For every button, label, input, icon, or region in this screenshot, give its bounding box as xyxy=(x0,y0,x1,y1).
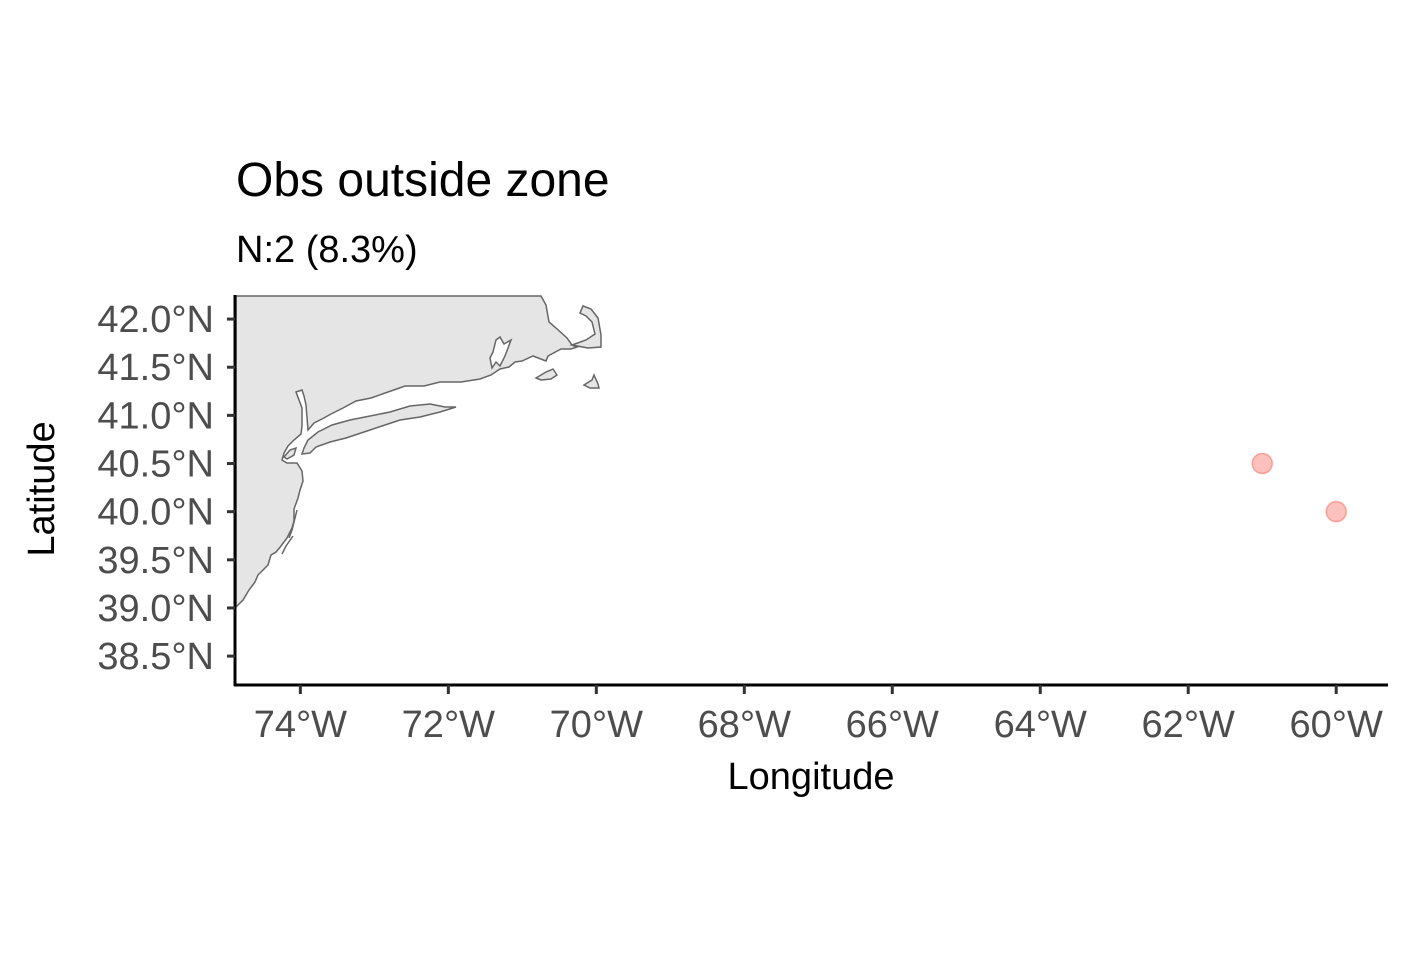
y-tick-label: 41.5°N xyxy=(97,347,214,389)
y-tick-label: 39.5°N xyxy=(97,540,214,582)
x-tick-label: 70°W xyxy=(550,704,643,746)
land-mainland xyxy=(235,295,580,609)
y-tick-label: 38.5°N xyxy=(97,636,214,678)
y-axis-ticks: 42.0°N 41.5°N 41.0°N 40.5°N 40.0°N 39.5°N 39.0… xyxy=(97,299,235,678)
y-tick-label: 39.0°N xyxy=(97,588,214,630)
x-tick-label: 66°W xyxy=(846,704,939,746)
land-long-island xyxy=(300,403,457,455)
y-tick-label: 42.0°N xyxy=(97,299,214,341)
land-staten-island xyxy=(282,446,298,460)
x-axis-ticks: 74°W 72°W 70°W 68°W 66°W 64°W 62°W 60°W xyxy=(254,685,1383,746)
land-nj-barrier-2 xyxy=(281,535,294,555)
x-axis-title: Longitude xyxy=(728,756,895,798)
chart-subtitle: N:2 (8.3%) xyxy=(236,229,418,271)
x-tick-label: 68°W xyxy=(698,704,791,746)
y-tick-label: 40.0°N xyxy=(97,492,214,534)
x-tick-label: 72°W xyxy=(402,704,495,746)
chart-title: Obs outside zone xyxy=(236,154,610,207)
land-marthas-vineyard xyxy=(534,368,559,381)
x-tick-label: 60°W xyxy=(1290,704,1383,746)
y-axis-title: Latitude xyxy=(21,421,63,556)
observation-point xyxy=(1325,500,1347,523)
x-tick-label: 64°W xyxy=(994,704,1087,746)
land-nantucket xyxy=(582,373,600,389)
land-narragansett-bay xyxy=(489,335,513,370)
land-nj-barrier-1 xyxy=(288,509,298,539)
land-cape-cod xyxy=(569,305,602,349)
x-tick-label: 74°W xyxy=(254,704,347,746)
x-tick-label: 62°W xyxy=(1142,704,1235,746)
observation-point xyxy=(1251,452,1273,475)
map-panel xyxy=(235,295,1347,609)
y-tick-label: 40.5°N xyxy=(97,444,214,486)
y-tick-label: 41.0°N xyxy=(97,395,214,437)
observation-points xyxy=(1251,452,1347,523)
